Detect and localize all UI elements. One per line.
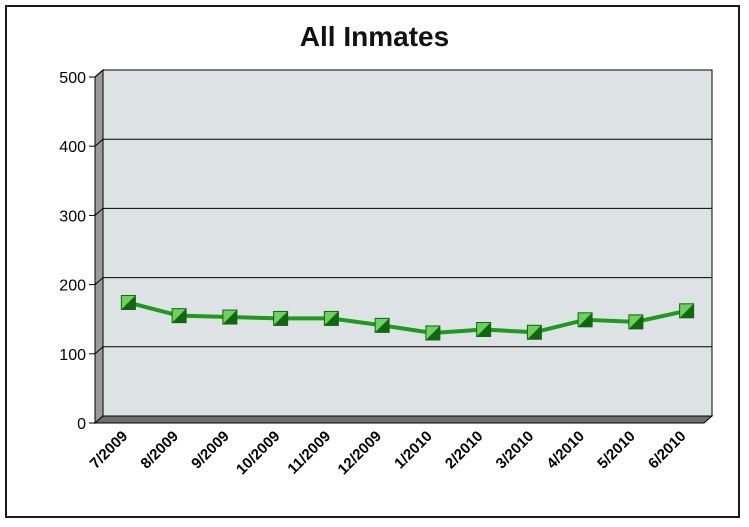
gridline-wall bbox=[94, 138, 104, 147]
x-tick-label: 3/2010 bbox=[493, 428, 537, 472]
y-tick-label: 200 bbox=[59, 278, 86, 295]
data-point bbox=[273, 310, 289, 326]
y-tick-label: 400 bbox=[59, 139, 86, 156]
data-point bbox=[679, 303, 695, 319]
x-tick-label: 12/2009 bbox=[335, 428, 385, 478]
data-point bbox=[120, 295, 136, 311]
x-tick-label: 1/2010 bbox=[391, 428, 435, 472]
data-point bbox=[171, 308, 187, 324]
gridline-wall bbox=[94, 277, 104, 285]
x-tick-label: 7/2009 bbox=[87, 428, 131, 472]
floor bbox=[93, 415, 714, 424]
y-tick-label: 0 bbox=[77, 416, 86, 433]
x-tick-label: 9/2009 bbox=[188, 428, 232, 472]
data-point bbox=[323, 310, 339, 326]
x-tick-label: 11/2009 bbox=[284, 428, 334, 478]
gridline-wall bbox=[94, 69, 104, 78]
x-tick-label: 8/2009 bbox=[137, 428, 181, 472]
data-point bbox=[374, 317, 390, 333]
plot-area bbox=[102, 69, 713, 417]
left-wall bbox=[94, 68, 104, 425]
data-point bbox=[425, 325, 441, 341]
gridline-wall bbox=[94, 208, 104, 216]
y-tick-label: 500 bbox=[59, 70, 86, 87]
x-tick-label: 10/2009 bbox=[233, 428, 283, 478]
x-tick-label: 5/2010 bbox=[594, 428, 638, 472]
y-tick-label: 100 bbox=[59, 347, 86, 364]
data-point bbox=[476, 322, 492, 337]
chart-title: All Inmates bbox=[299, 21, 450, 52]
data-point bbox=[628, 314, 644, 330]
x-tick-label: 6/2010 bbox=[645, 428, 689, 472]
x-tick-label: 4/2010 bbox=[543, 428, 587, 472]
gridline-wall bbox=[94, 346, 104, 355]
series-line bbox=[127, 300, 688, 335]
data-point bbox=[577, 312, 593, 328]
data-point bbox=[222, 309, 238, 325]
x-tick-label: 2/2010 bbox=[442, 428, 486, 472]
data-point bbox=[526, 324, 542, 340]
y-tick-label: 300 bbox=[59, 208, 86, 225]
